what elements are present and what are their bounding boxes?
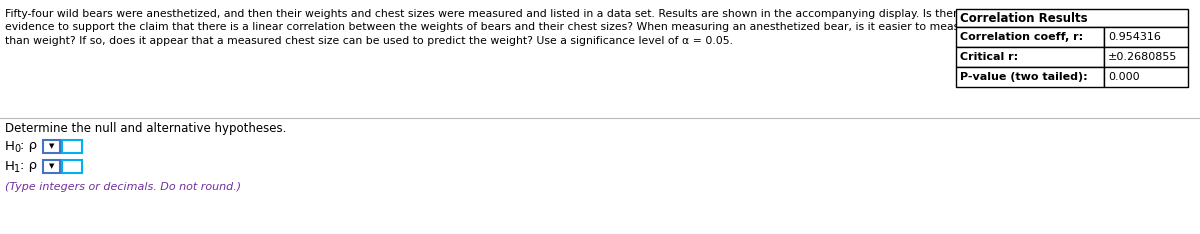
- Bar: [956, 47, 1104, 67]
- Bar: [43, 139, 60, 153]
- Text: than weight? If so, does it appear that a measured chest size can be used to pre: than weight? If so, does it appear that …: [5, 36, 733, 46]
- Bar: [1104, 67, 1188, 87]
- Text: (Type integers or decimals. Do not round.): (Type integers or decimals. Do not round…: [5, 182, 241, 192]
- Text: Correlation Results: Correlation Results: [960, 11, 1087, 25]
- Bar: [956, 9, 1188, 27]
- Text: H: H: [5, 160, 14, 172]
- Text: Determine the null and alternative hypotheses.: Determine the null and alternative hypot…: [5, 122, 287, 135]
- Bar: [62, 139, 82, 153]
- Text: 1: 1: [14, 164, 20, 174]
- Text: 0: 0: [14, 144, 20, 154]
- Bar: [956, 27, 1104, 47]
- Bar: [956, 67, 1104, 87]
- Text: 0.954316: 0.954316: [1108, 32, 1160, 42]
- Text: Correlation coeff, r:: Correlation coeff, r:: [960, 32, 1084, 42]
- Text: : ρ: : ρ: [20, 139, 37, 153]
- Text: P-value (two tailed):: P-value (two tailed):: [960, 72, 1087, 82]
- Text: Critical r:: Critical r:: [960, 52, 1018, 62]
- Text: ±0.2680855: ±0.2680855: [1108, 52, 1177, 62]
- Bar: [1104, 27, 1188, 47]
- Text: Fifty-four wild bears were anesthetized, and then their weights and chest sizes : Fifty-four wild bears were anesthetized,…: [5, 9, 1018, 19]
- Text: H: H: [5, 139, 14, 153]
- Bar: [43, 160, 60, 172]
- Bar: [1104, 47, 1188, 67]
- Text: ▼: ▼: [49, 143, 54, 150]
- Bar: [62, 160, 82, 172]
- Text: evidence to support the claim that there is a linear correlation between the wei: evidence to support the claim that there…: [5, 22, 1034, 33]
- Text: ▼: ▼: [49, 164, 54, 169]
- Text: 0.000: 0.000: [1108, 72, 1140, 82]
- Text: : ρ: : ρ: [20, 160, 37, 172]
